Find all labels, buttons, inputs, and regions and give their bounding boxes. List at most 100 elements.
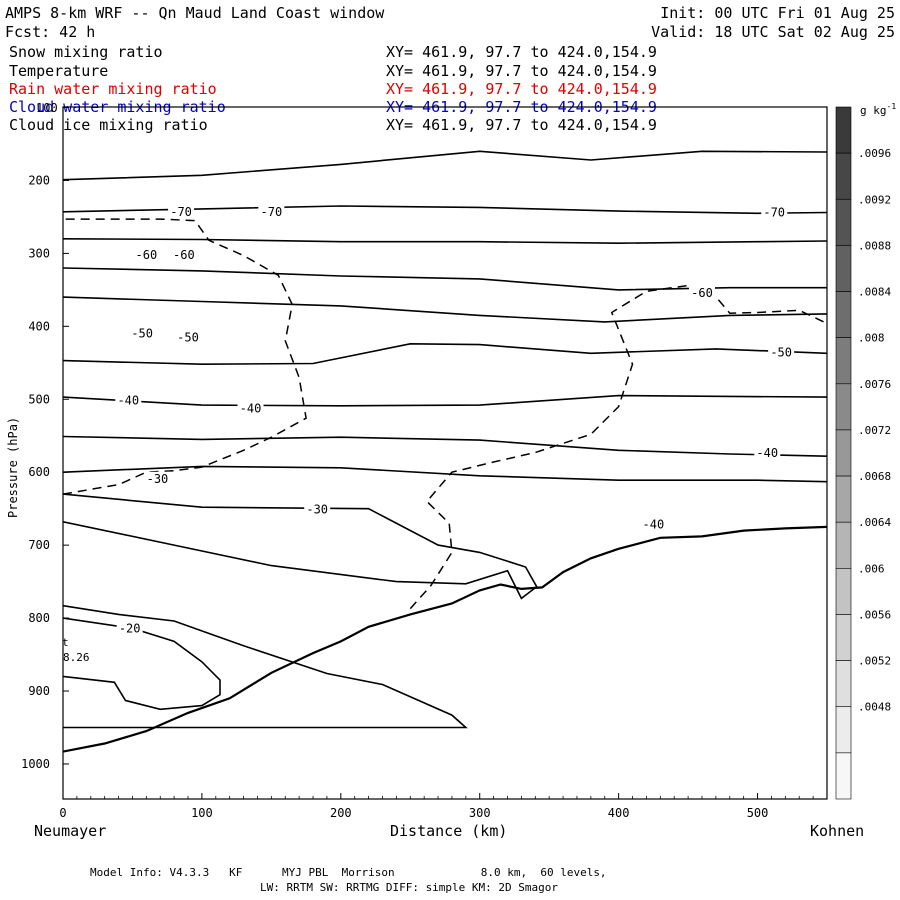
colorbar-units-base: g kg [860, 104, 887, 117]
colorbar-swatch [835, 383, 852, 431]
field-name-temperature: Temperature [9, 62, 108, 80]
x-tick-label: 300 [469, 806, 491, 820]
contour-label: -50 [770, 346, 792, 360]
contour-label-bg [768, 345, 795, 359]
colorbar: .0096 .0092 .0088 .0084 .008 .0076 .0072 .0068.… [835, 106, 891, 800]
init-time: Init: 00 UTC Fri 01 Aug 25 [660, 4, 895, 22]
contour-label: -50 [131, 327, 153, 341]
contour-label: -70 [763, 206, 785, 220]
x-tick-label: 0 [59, 806, 66, 820]
y-axis-label: Pressure (hPa) [6, 417, 20, 518]
contour-label-bg [133, 247, 160, 261]
y-tick-label: 700 [28, 538, 50, 552]
isotherm-line [63, 342, 827, 366]
contour-label: -50 [177, 330, 199, 344]
contour-label: -60 [136, 248, 158, 262]
colorbar-swatch [835, 521, 852, 569]
isotherm-line [63, 205, 827, 215]
max-marker-symbol: t [62, 636, 69, 649]
contour-label-bg [754, 446, 781, 460]
colorbar-swatch [835, 706, 852, 754]
isotherm-line [63, 267, 827, 291]
right-endpoint-label: Kohnen [810, 822, 864, 840]
contour-label: -30 [147, 472, 169, 486]
y-tick-label: 200 [28, 173, 50, 187]
x-tick-label: 500 [747, 806, 769, 820]
colorbar-swatch [835, 106, 852, 154]
contour-label-bg [761, 205, 788, 219]
isotherm-line [63, 465, 827, 483]
y-tick-label: 600 [28, 465, 50, 479]
isotherm-line [63, 493, 538, 600]
top-pressure-label: 100 [36, 101, 58, 115]
colorbar-swatch [835, 752, 852, 800]
contour-label: -30 [306, 502, 328, 516]
contour-label-bg [168, 204, 195, 218]
colorbar-tick-label: .006 [858, 562, 885, 575]
forecast-hour: Fcst: 42 h [5, 23, 95, 41]
contour-label-bg [640, 517, 667, 531]
left-endpoint-label: Neumayer [34, 822, 106, 840]
plot-layer: -70 -70 -70 -60 -60 -60 -50 -50 -50 -40 -40 -40 -40 -… [63, 150, 827, 753]
y-tick-label: 300 [28, 246, 50, 260]
colorbar-tick-label: .008 [858, 332, 885, 345]
colorbar-swatch [835, 429, 852, 477]
contour-label-bg [116, 621, 143, 635]
field-xy-cloud-ice: XY= 461.9, 97.7 to 424.0,154.9 [386, 116, 657, 134]
isotherm-line [63, 604, 468, 729]
field-xy-rain: XY= 461.9, 97.7 to 424.0,154.9 [386, 80, 657, 98]
contour-label-bg [237, 401, 264, 415]
contour-label-bg [144, 471, 171, 485]
contour-label: -70 [170, 205, 192, 219]
field-name-cloud-ice: Cloud ice mixing ratio [9, 116, 208, 134]
colorbar-swatch [835, 475, 852, 523]
x-tick-label: 400 [608, 806, 630, 820]
colorbar-tick-label: .0052 [858, 655, 891, 668]
y-tick-label: 900 [28, 684, 50, 698]
isotherm-line [63, 150, 827, 181]
model-info-line-2: LW: RRTM SW: RRTMG DIFF: simple KM: 2D S… [260, 881, 558, 894]
colorbar-swatch [835, 614, 852, 661]
isotherm-line [63, 238, 827, 245]
x-tick-label: 200 [330, 806, 352, 820]
isotherm-line [63, 617, 221, 711]
axis-layer: 0 100 200 300 400 500 200 300 400 500 600 700 800 900… [21, 107, 814, 820]
colorbar-swatch [835, 291, 852, 338]
colorbar-tick-label: .0084 [858, 286, 891, 299]
max-marker-value: 8.26 [63, 651, 90, 664]
snow-contour [409, 284, 827, 610]
field-name-snow: Snow mixing ratio [9, 43, 163, 61]
colorbar-tick-label: .0056 [858, 608, 891, 621]
colorbar-swatch [835, 660, 852, 708]
colorbar-tick-label: .0092 [858, 193, 891, 206]
contour-label: -70 [261, 205, 283, 219]
y-tick-label: 400 [28, 319, 50, 333]
colorbar-swatch [835, 198, 852, 246]
colorbar-tick-label: .0096 [858, 147, 891, 160]
contour-label-bg [304, 502, 331, 516]
y-tick-label: 500 [28, 392, 50, 406]
contour-label-bg [175, 330, 202, 344]
contour-label: -20 [119, 621, 141, 635]
contour-label-bg [170, 247, 197, 261]
contour-label: -60 [691, 286, 713, 300]
field-xy-temperature: XY= 461.9, 97.7 to 424.0,154.9 [386, 62, 657, 80]
y-tick-label: 1000 [21, 757, 50, 771]
colorbar-tick-label: .0064 [858, 516, 891, 529]
colorbar-tick-label: .0048 [858, 701, 891, 714]
contour-label: -40 [240, 402, 262, 416]
contour-label: -40 [756, 446, 778, 460]
valid-time: Valid: 18 UTC Sat 02 Aug 25 [651, 23, 895, 41]
colorbar-swatch [835, 152, 852, 200]
contour-label: -40 [643, 518, 665, 532]
colorbar-swatch [835, 245, 852, 292]
contour-label: -60 [173, 248, 195, 262]
terrain-line [63, 525, 827, 753]
colorbar-units-exponent: -1 [887, 102, 897, 111]
contour-label-bg [115, 393, 142, 407]
isotherm-line [63, 435, 827, 457]
field-xy-snow: XY= 461.9, 97.7 to 424.0,154.9 [386, 43, 657, 61]
colorbar-swatch [835, 337, 852, 385]
colorbar-tick-label: .0088 [858, 239, 891, 252]
